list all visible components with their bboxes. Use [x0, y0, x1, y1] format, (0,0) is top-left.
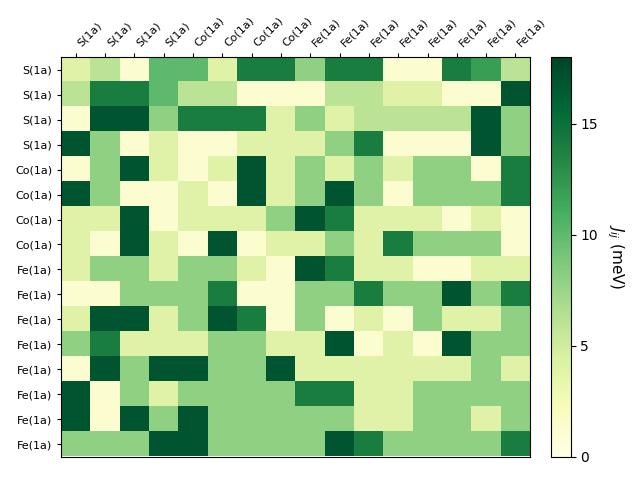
- Y-axis label: $J_{ij}$ (meV): $J_{ij}$ (meV): [605, 224, 626, 289]
